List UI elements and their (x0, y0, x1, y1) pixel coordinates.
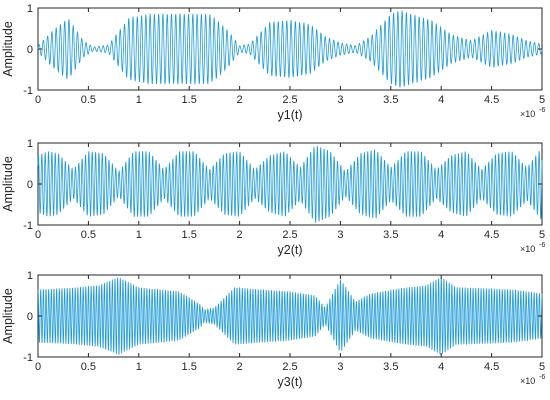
x-tick-label: 1.5 (182, 94, 197, 106)
x-tick-label: 0 (35, 229, 41, 241)
x-tick-label: 2.5 (282, 361, 297, 373)
x-exponent-power: -6 (539, 242, 545, 249)
x-tick-label: 2 (237, 94, 243, 106)
signal-line (37, 10, 543, 88)
x-exponent-label: ×10 (520, 109, 535, 119)
x-exponent-power: -6 (539, 107, 545, 114)
y-tick-label: -1 (23, 352, 33, 364)
y-tick-label: 1 (27, 138, 33, 150)
y-tick-label: 0 (27, 179, 33, 191)
x-tick-label: 1 (136, 229, 142, 241)
x-tick-label: 0.5 (81, 229, 96, 241)
x-tick-label: 4.5 (484, 361, 499, 373)
x-tick-label: 2 (237, 229, 243, 241)
x-tick-label: 3.5 (383, 361, 398, 373)
x-tick-label: 4 (438, 94, 444, 106)
y-axis-label: Amplitude (1, 288, 15, 344)
x-axis-label: y1(t) (278, 108, 303, 122)
x-exponent-label: ×10 (520, 376, 535, 386)
x-exponent-power: -6 (539, 374, 545, 381)
x-tick-label: 1 (136, 361, 142, 373)
y-tick-label: 0 (27, 311, 33, 323)
x-tick-label: 1.5 (182, 229, 197, 241)
y-tick-label: 1 (27, 270, 33, 282)
x-tick-label: 1 (136, 94, 142, 106)
y-tick-label: -1 (23, 220, 33, 232)
x-tick-label: 3 (337, 229, 343, 241)
y-axis-label: Amplitude (1, 156, 15, 212)
x-tick-label: 3 (337, 361, 343, 373)
x-tick-label: 4 (438, 229, 444, 241)
x-axis-label: y2(t) (278, 243, 303, 257)
x-tick-label: 0.5 (81, 94, 96, 106)
x-tick-label: 4 (438, 361, 444, 373)
x-tick-label: 0 (35, 361, 41, 373)
x-tick-label: 0 (35, 94, 41, 106)
signal-line (37, 277, 543, 356)
y-tick-label: 0 (27, 44, 33, 56)
subplot-3: 0 0.5 1 1.5 2 2.5 3 3.5 4 4.5 5-101y3(t)Amplitude×… (1, 270, 545, 389)
x-tick-label: 5 (539, 361, 545, 373)
x-tick-label: 1.5 (182, 361, 197, 373)
x-tick-label: 4.5 (484, 94, 499, 106)
signal-line (37, 145, 543, 223)
x-exponent-label: ×10 (520, 244, 535, 254)
x-tick-label: 0.5 (81, 361, 96, 373)
x-tick-label: 3.5 (383, 229, 398, 241)
subplot-2: 0 0.5 1 1.5 2 2.5 3 3.5 4 4.5 5-101y2(t)Amplitude×… (1, 138, 545, 257)
subplot-1: 0 0.5 1 1.5 2 2.5 3 3.5 4 4.5 5-101y1(t)Amplitude×… (1, 3, 545, 122)
x-tick-label: 2.5 (282, 229, 297, 241)
x-tick-label: 5 (539, 94, 545, 106)
x-tick-label: 5 (539, 229, 545, 241)
y-tick-label: -1 (23, 85, 33, 97)
y-tick-label: 1 (27, 3, 33, 15)
x-tick-label: 3.5 (383, 94, 398, 106)
x-tick-label: 2 (237, 361, 243, 373)
x-tick-label: 2.5 (282, 94, 297, 106)
x-tick-label: 4.5 (484, 229, 499, 241)
x-axis-label: y3(t) (278, 375, 303, 389)
x-tick-label: 3 (337, 94, 343, 106)
y-axis-label: Amplitude (1, 21, 15, 77)
